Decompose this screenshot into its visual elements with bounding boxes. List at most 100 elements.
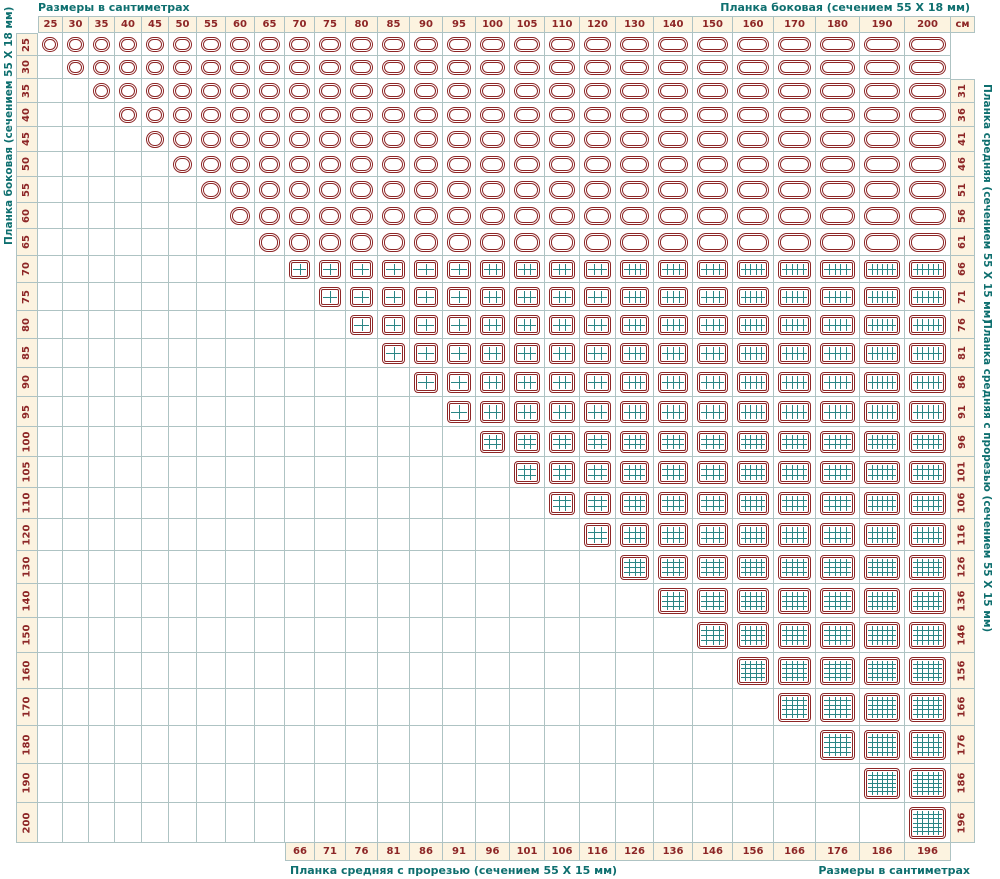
cell-r75-c60 [226,283,255,311]
frame-icon-inner [866,493,898,513]
cell-r75-c25 [38,283,63,311]
cell-r120-c35 [89,519,115,551]
cell-r80-c190 [860,311,905,339]
right-value-label: 91 [956,404,968,419]
cell-r100-c170 [774,427,816,457]
cell-r70-c50 [169,256,197,283]
unit-cell: см [951,16,975,33]
frame-icon-inner [911,556,944,578]
cell-r40-c150 [693,103,733,127]
horizontal-divider-line [913,672,942,674]
frame-icon-inner [232,108,248,121]
vertical-divider-line [927,526,929,543]
vertical-divider-line [594,434,595,449]
frame-icon-inner [622,316,647,333]
vertical-divider-line [846,464,848,480]
frame-icon [259,59,280,75]
right-vertical-bottom-label: Планка средняя с прорезью (сечением 55 Х… [981,320,993,633]
cell-r75-c50 [169,283,197,311]
matrix-row-25: 25 [16,33,975,56]
horizontal-divider-line [782,700,807,702]
right-value-120: 116 [951,519,975,551]
cell-r75-c90 [410,283,443,311]
cell-r65-c150 [693,229,733,256]
right-value-130: 126 [951,551,975,584]
horizontal-divider-line [484,438,501,440]
vertical-divider-line [932,660,934,681]
horizontal-divider-line [518,296,536,298]
vertical-divider-line [840,495,842,511]
horizontal-divider-line [782,605,807,607]
cell-r130-c75 [315,551,346,584]
frame-icon-inner [551,108,573,121]
frame-icon-inner [660,556,686,578]
frame-icon [778,36,811,52]
frame-icon-inner [866,769,898,797]
cell-r70-c85 [378,256,410,283]
cell-r55-c45 [142,177,169,203]
footer-value-150: 146 [693,843,733,861]
frame-icon-inner [384,182,403,197]
frame-icon-inner [866,373,898,391]
frame-icon [778,587,811,614]
matrix-row-160: 160 156 [16,653,975,689]
horizontal-divider-line [913,635,942,636]
frame-icon-inner [699,61,726,73]
cell-r60-c35 [89,203,115,229]
horizontal-divider-line [824,537,851,539]
vertical-divider-line [927,464,929,480]
horizontal-divider-line [824,605,851,607]
cell-r35-c65 [255,79,285,103]
right-vertical-top-label: Планка средняя (сечением 55 Х 15 мм) [981,84,993,324]
bottom-center-label: Планка средняя с прорезью (сечением 55 Х… [290,864,618,877]
horizontal-divider-line [868,791,896,793]
cell-r65-c180 [816,229,860,256]
cell-r45-c45 [142,127,169,152]
frame-icon [909,621,946,649]
cell-r130-c200 [905,551,951,584]
frame-icon-inner [822,261,853,277]
cell-r45-c75 [315,127,346,152]
horizontal-divider-line [824,411,851,413]
frame-icon-inner [911,658,944,683]
frame-icon [620,430,649,453]
cell-r190-c45 [142,764,169,803]
horizontal-divider-line [913,531,942,533]
cell-r60-c45 [142,203,169,229]
frame-icon [658,430,688,453]
frame-icon-inner [516,208,538,223]
cell-r160-c30 [63,653,89,689]
frame-icon [864,314,900,335]
horizontal-divider-line [824,571,851,573]
frame-icon [820,491,855,515]
frame-icon [909,522,946,547]
frame-icon-inner [586,108,609,121]
horizontal-divider-line [741,382,765,383]
frame-icon-inner [232,182,248,197]
horizontal-divider-line [386,324,401,326]
cell-r100-c35 [89,427,115,457]
frame-icon-inner [866,316,898,333]
vertical-divider-line [797,696,799,718]
horizontal-divider-line [484,353,501,354]
horizontal-divider-line [701,562,724,564]
cell-r170-c90 [410,689,443,726]
frame-icon-inner [739,589,767,612]
vertical-divider-line [745,526,747,543]
frame-icon [584,491,611,515]
frame-icon [230,36,250,52]
cell-r170-c190 [860,689,905,726]
horizontal-divider-line [701,629,724,631]
frame-icon [447,36,471,52]
cell-r160-c35 [89,653,115,689]
cell-r95-c35 [89,397,115,427]
horizontal-divider-line [782,531,807,533]
cell-r75-c190 [860,283,905,311]
frame-icon-inner [660,432,686,451]
frame-icon-inner [482,108,503,121]
right-value-60: 56 [951,203,975,229]
horizontal-divider-line [824,505,851,507]
cell-r80-c160 [733,311,774,339]
frame-icon [909,314,946,335]
vertical-divider-line [750,495,752,511]
